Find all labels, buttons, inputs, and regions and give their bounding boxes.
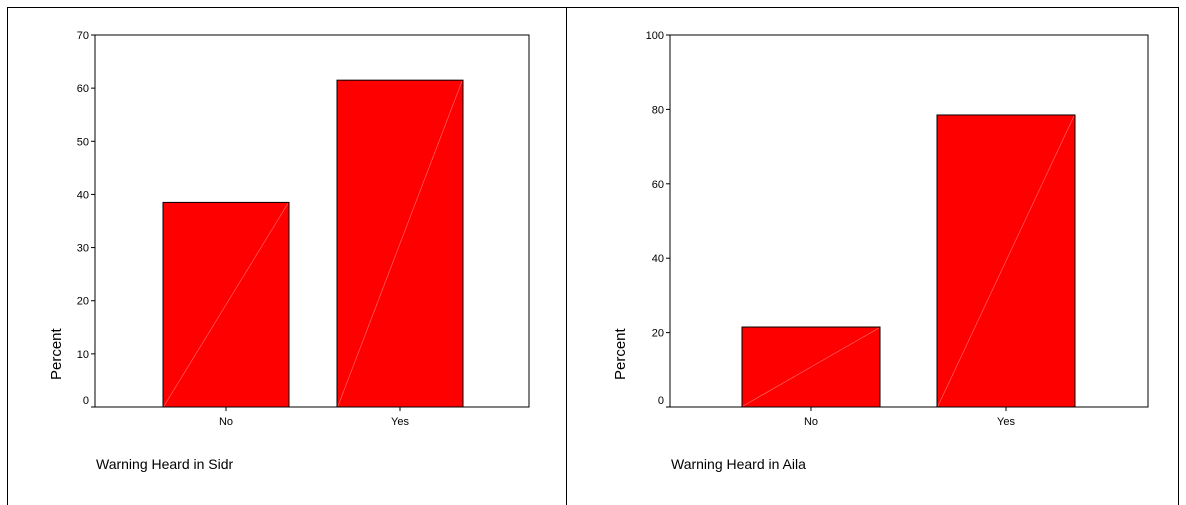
y-tick-label: 70 [77,30,89,42]
bars [162,79,464,408]
y-tick-label: 40 [652,253,664,265]
x-tick-label: No [219,416,233,428]
bars [741,114,1076,408]
bar-shading-line [163,203,289,407]
y-tick-label: 60 [77,83,89,95]
y-tick-label: 40 [77,189,89,201]
bar-shading-line [742,327,880,407]
y-tick-label: 10 [77,349,89,361]
x-tick-label: Yes [997,416,1015,428]
y-axis-label: Percent [48,327,65,380]
x-tick-label: No [804,416,818,428]
chart-aila: 0 20 40 60 80 100 No Yes Percent Warning Heard… [612,30,1149,472]
panel-divider [566,7,567,505]
plot-frame [94,34,530,408]
chart-caption: Warning Heard in Sidr [96,456,234,472]
y-tick-label: 20 [77,296,89,308]
x-tick-label: Yes [391,416,409,428]
chart-sidr: 0 10 20 30 40 50 60 70 No Yes Percent Warning He… [48,30,530,472]
y-tick-label: 30 [77,243,89,255]
y-tick-label: 80 [652,104,664,116]
y-tick-label: 50 [77,136,89,148]
y-axis-ticks: 0 20 40 60 80 100 [646,30,670,408]
y-axis-ticks: 0 10 20 30 40 50 60 70 [77,30,95,408]
y-tick-label: 0 [658,395,664,407]
plot-frame [669,34,1149,408]
y-tick-label: 60 [652,179,664,191]
y-tick-label: 20 [652,328,664,340]
y-tick-label: 0 [83,395,89,407]
y-tick-label: 100 [646,30,664,42]
bar-shading-line [937,115,1075,407]
chart-caption: Warning Heard in Aila [671,456,806,472]
x-axis-ticks: No Yes [219,407,409,428]
y-axis-label: Percent [612,327,629,380]
x-axis-ticks: No Yes [804,407,1015,428]
figure-frame [7,7,1179,505]
bar-shading-line [337,81,463,407]
